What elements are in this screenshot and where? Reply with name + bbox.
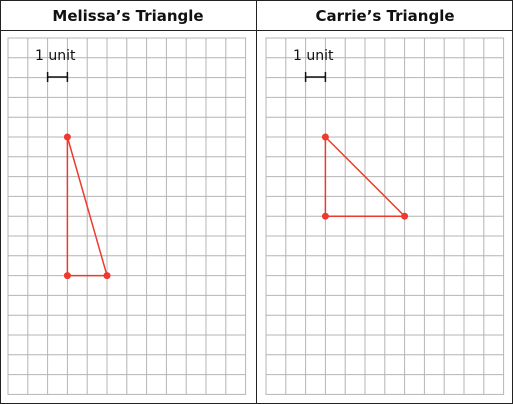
panel-melissa: Melissa’s Triangle 1 unit xyxy=(8,7,246,394)
unit-label: 1 unit xyxy=(293,48,334,64)
panel-title: Carrie’s Triangle xyxy=(315,7,454,25)
triangle-vertex xyxy=(64,134,71,141)
triangle-vertex xyxy=(64,272,71,279)
triangle-vertex xyxy=(322,134,329,141)
triangle-vertex xyxy=(104,272,111,279)
grid xyxy=(8,38,246,394)
triangle-vertex xyxy=(401,213,408,220)
panel-title: Melissa’s Triangle xyxy=(52,7,203,25)
unit-label: 1 unit xyxy=(35,48,76,64)
unit-scale: 1 unit xyxy=(293,48,334,82)
triangle-vertex xyxy=(322,213,329,220)
unit-scale: 1 unit xyxy=(35,48,76,82)
panel-carrie: Carrie’s Triangle 1 unit xyxy=(266,7,504,394)
